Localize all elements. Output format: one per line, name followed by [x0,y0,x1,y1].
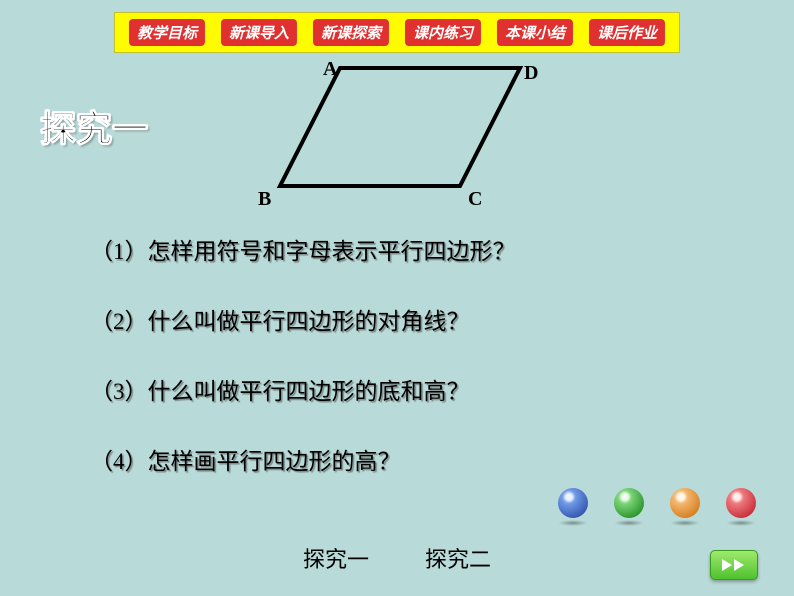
sublink-explore-1[interactable]: 探究一 [303,542,369,574]
vertex-label-d: D [524,62,538,85]
sublink-explore-2[interactable]: 探究二 [425,542,491,574]
orb-green[interactable] [610,488,648,530]
nav-new-intro[interactable]: 新课导入 [221,19,297,46]
question-2: （2）什么叫做平行四边形的对角线？ [90,302,720,336]
orb-shadow [670,520,700,526]
question-4: （4）怎样画平行四边形的高？ [90,442,720,476]
orb-blue[interactable] [554,488,592,530]
sub-links: 探究一 探究二 [303,542,491,574]
red-orb-icon [726,488,756,518]
green-orb-icon [614,488,644,518]
orange-orb-icon [670,488,700,518]
question-1: （1）怎样用符号和字母表示平行四边形？ [90,232,720,266]
nav-lesson-summary[interactable]: 本课小结 [497,19,573,46]
blue-orb-icon [558,488,588,518]
orb-shadow [614,520,644,526]
vertex-label-a: A [323,58,337,81]
nav-in-class-practice[interactable]: 课内练习 [405,19,481,46]
question-3: （3）什么叫做平行四边形的底和高？ [90,372,720,406]
question-list: （1）怎样用符号和字母表示平行四边形？ （2）什么叫做平行四边形的对角线？ （3… [90,232,720,512]
vertex-label-c: C [468,188,482,211]
orb-orange[interactable] [666,488,704,530]
forward-button[interactable] [710,550,758,580]
orb-shadow [558,520,588,526]
nav-teaching-goal[interactable]: 教学目标 [129,19,205,46]
orb-shadow [726,520,756,526]
vertex-label-b: B [258,188,271,211]
orb-buttons [554,488,760,530]
nav-bar: 教学目标 新课导入 新课探索 课内练习 本课小结 课后作业 [114,12,680,53]
parallelogram-svg [260,56,560,226]
nav-homework[interactable]: 课后作业 [589,19,665,46]
section-title: 探究一 [40,100,148,152]
orb-red[interactable] [722,488,760,530]
parallelogram-diagram: A B C D [260,56,560,226]
nav-new-explore[interactable]: 新课探索 [313,19,389,46]
fast-forward-icon [720,557,748,573]
